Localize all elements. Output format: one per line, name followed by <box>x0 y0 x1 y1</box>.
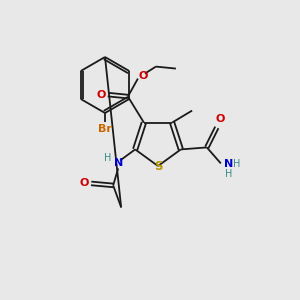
Text: N: N <box>113 158 123 168</box>
Text: O: O <box>215 114 224 124</box>
Text: H: H <box>233 159 241 170</box>
Text: S: S <box>154 160 162 172</box>
Text: Br: Br <box>98 124 112 134</box>
Text: H: H <box>225 169 232 179</box>
Text: O: O <box>138 70 148 81</box>
Text: O: O <box>96 90 106 100</box>
Text: N: N <box>224 159 233 170</box>
Text: O: O <box>80 178 89 188</box>
Text: H: H <box>104 153 112 164</box>
